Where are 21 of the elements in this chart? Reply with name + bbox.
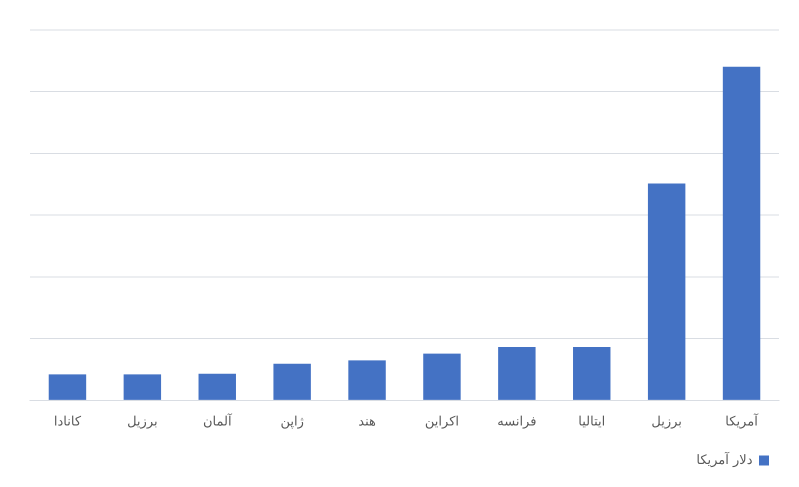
x-tick-label: ایتالیا bbox=[578, 414, 606, 430]
x-tick-label: ژاپن bbox=[280, 414, 304, 430]
bar bbox=[198, 374, 236, 400]
bar bbox=[423, 354, 461, 400]
x-tick-label: کانادا bbox=[54, 414, 82, 430]
bar bbox=[498, 347, 536, 400]
bar bbox=[573, 347, 610, 400]
bar bbox=[722, 66, 760, 400]
x-tick-label: برزیل bbox=[651, 414, 682, 430]
x-tick-label: آلمان bbox=[202, 412, 233, 430]
bar bbox=[348, 360, 386, 400]
x-tick-label: هند bbox=[358, 414, 376, 430]
x-tick-label: آمریکا bbox=[725, 412, 760, 430]
x-tick-label: اکراین bbox=[424, 414, 460, 430]
bar bbox=[273, 364, 311, 400]
x-tick-label: فرانسه bbox=[497, 414, 536, 430]
bar bbox=[48, 374, 86, 400]
legend-label: دلار آمریکا bbox=[696, 450, 753, 468]
bar bbox=[648, 184, 686, 400]
bar bbox=[124, 374, 162, 400]
x-tick-label: برزیل bbox=[127, 414, 158, 430]
